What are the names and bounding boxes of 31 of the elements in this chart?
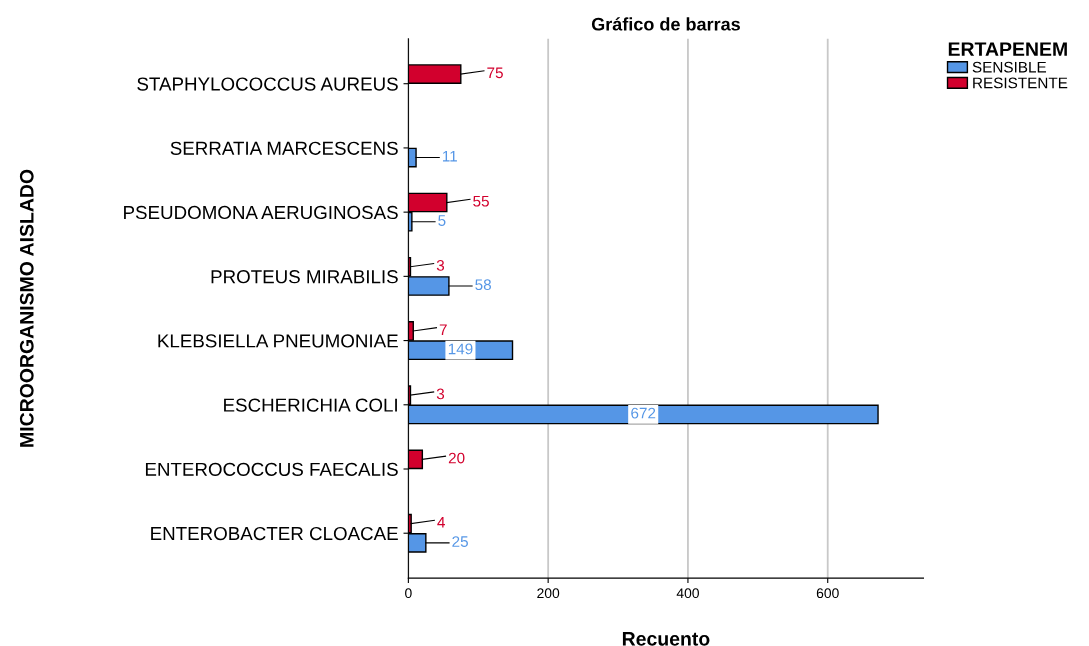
data-label: 3 (436, 260, 445, 271)
y-tick-label: ESCHERICHIA COLI (224, 398, 397, 412)
legend-title: ERTAPENEM (948, 42, 1067, 56)
chart-title: Gráfico de barras (591, 17, 740, 31)
data-label: 58 (475, 279, 491, 291)
data-label: 11 (442, 151, 457, 162)
x-axis-title: Recuento (622, 632, 710, 646)
x-tick-label: 600 (816, 588, 839, 599)
x-tick-label: 200 (537, 588, 560, 599)
data-label: 20 (448, 452, 465, 464)
data-label: 672 (631, 407, 656, 419)
y-tick-label: SERRATIA MARCESCENS (170, 141, 398, 155)
data-label: 75 (487, 67, 503, 79)
data-label: 4 (437, 517, 445, 528)
y-tick-label: KLEBSIELLA PNEUMONIAE (158, 334, 398, 348)
y-tick-label: ENTEROCOCCUS FAECALIS (145, 462, 398, 476)
x-tick-label: 0 (405, 588, 412, 599)
legend-label: SENSIBLE (972, 61, 1047, 73)
data-label: 5 (438, 215, 446, 226)
legend-label: RESISTENTE (973, 77, 1068, 89)
y-tick-label: PROTEUS MIRABILIS (211, 270, 398, 284)
data-label: 7 (439, 324, 447, 335)
x-tick-label: 400 (676, 588, 699, 599)
data-label: 25 (452, 536, 468, 547)
y-axis-title: MICROORGANISMO AISLADO (19, 169, 34, 447)
data-label: 55 (473, 195, 489, 207)
y-tick-label: PSEUDOMONA AERUGINOSAS (124, 205, 398, 220)
y-tick-label: ENTEROBACTER CLOACAE (151, 526, 398, 541)
y-tick-label: STAPHYLOCOCCUS AUREUS (137, 77, 398, 91)
data-label: 149 (448, 343, 473, 355)
data-label: 3 (436, 388, 445, 400)
